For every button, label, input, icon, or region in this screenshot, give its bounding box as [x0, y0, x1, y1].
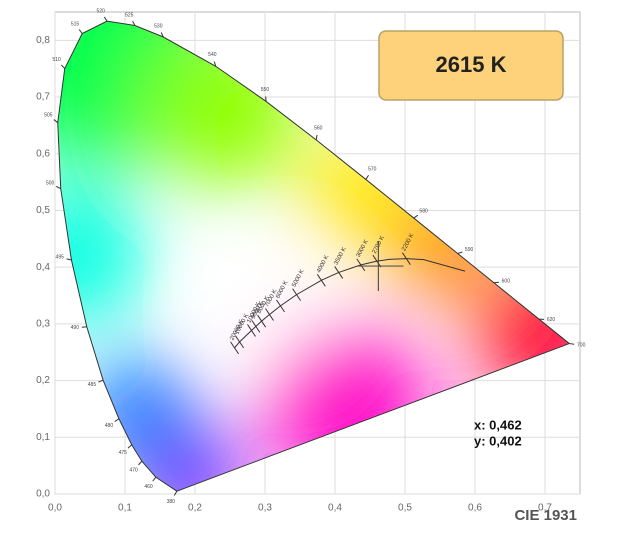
cct-tick	[334, 266, 344, 279]
cct-tick	[257, 314, 267, 328]
wavelength-label: 600	[502, 279, 511, 285]
wavelength-tick	[103, 16, 108, 22]
cct-value: 2615 K	[436, 52, 507, 77]
wavelength-tick	[315, 134, 318, 140]
wavelength-label: 530	[154, 23, 163, 29]
cct-tick	[372, 254, 382, 268]
wavelength-tick	[66, 258, 72, 261]
x-tick-label: 0,4	[328, 503, 342, 514]
cct-tick	[356, 258, 366, 272]
wavelength-label: 490	[71, 325, 80, 331]
y-tick-label: 0,6	[36, 148, 50, 159]
x-tick-label: 0,5	[398, 503, 412, 514]
wavelength-label: 525	[125, 12, 134, 18]
wavelength-tick	[152, 476, 157, 482]
wavelength-tick	[78, 29, 83, 34]
y-tick-label: 0,5	[36, 205, 50, 216]
y-tick-label: 0,8	[36, 35, 50, 46]
wavelength-label: 460	[144, 484, 153, 490]
wavelength-tick	[127, 444, 133, 449]
chart-title: CIE 1931	[514, 507, 577, 524]
cct-tick	[265, 308, 274, 321]
cct-tick	[247, 324, 256, 337]
wavelength-tick	[365, 174, 369, 180]
spectral-locus	[57, 20, 570, 492]
wavelength-label: 380	[167, 499, 176, 505]
x-tick-label: 0,1	[118, 503, 132, 514]
wavelength-tick	[114, 418, 120, 422]
x-tick-label: 0,6	[468, 503, 482, 514]
x-tick-label: 0,2	[188, 503, 202, 514]
wavelength-label: 515	[71, 21, 80, 27]
wavelength-label: 485	[88, 382, 97, 388]
y-tick-label: 0,1	[36, 432, 50, 443]
wavelength-tick	[98, 379, 104, 383]
wavelength-label: 500	[46, 180, 55, 186]
cct-tick	[276, 299, 285, 313]
y-coordinate: y: 0,402	[474, 433, 522, 448]
wavelength-tick	[213, 61, 217, 67]
wavelength-label: 495	[56, 255, 65, 261]
y-tick-label: 0,0	[36, 489, 50, 500]
wavelength-tick	[60, 64, 66, 69]
y-tick-label: 0,4	[36, 262, 50, 273]
x-tick-label: 0,0	[48, 503, 62, 514]
y-tick-label: 0,2	[36, 375, 50, 386]
purple-line	[176, 343, 570, 492]
wavelength-label: 700	[577, 342, 586, 348]
x-coordinate: x: 0,462	[474, 417, 522, 432]
y-tick-label: 0,3	[36, 319, 50, 330]
wavelength-tick	[173, 490, 178, 496]
cct-tick	[230, 341, 239, 355]
cct-box	[378, 30, 564, 101]
wavelength-tick	[53, 119, 59, 124]
x-tick-label: 0,7	[538, 503, 552, 514]
cct-tick	[316, 274, 326, 287]
wavelength-label: 620	[547, 317, 556, 323]
wavelength-tick	[569, 343, 575, 345]
wavelength-label: 520	[96, 8, 105, 14]
wavelength-label: 505	[44, 112, 53, 118]
y-tick-label: 0,7	[36, 92, 50, 103]
cct-tick	[401, 252, 411, 265]
wavelength-tick	[132, 20, 136, 26]
planckian-locus	[234, 258, 466, 349]
wavelength-tick	[160, 32, 164, 38]
wavelength-label: 590	[465, 247, 474, 253]
wavelength-tick	[56, 185, 61, 190]
wavelength-label: 550	[261, 87, 270, 93]
wavelength-label: 560	[314, 125, 323, 131]
wavelength-label: 580	[419, 209, 428, 215]
wavelength-label: 570	[368, 167, 377, 173]
wavelength-tick	[457, 251, 463, 254]
wavelength-label: 470	[130, 467, 139, 473]
cct-tick	[292, 288, 301, 301]
wavelength-tick	[413, 214, 419, 219]
cct-tick	[235, 335, 245, 349]
cct-tick	[251, 320, 261, 333]
wavelength-label: 475	[119, 450, 128, 456]
wavelength-label: 510	[52, 57, 61, 63]
wavelength-label: 540	[208, 52, 217, 58]
wavelength-tick	[138, 460, 143, 466]
x-tick-label: 0,3	[258, 503, 272, 514]
wavelength-label: 480	[105, 423, 114, 429]
wavelength-tick	[493, 281, 499, 284]
